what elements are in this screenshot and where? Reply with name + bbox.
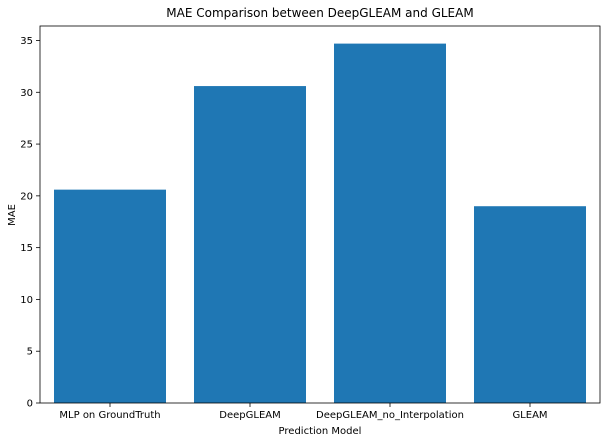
bar-0 <box>54 189 166 403</box>
x-tick-label-1: DeepGLEAM <box>219 410 280 421</box>
ticks-layer: MLP on GroundTruth DeepGLEAM DeepGLEAM_no_… <box>20 36 547 421</box>
y-tick-label-1: 5 <box>27 347 33 358</box>
bar-2 <box>334 43 446 403</box>
y-tick-label-2: 10 <box>20 295 33 306</box>
bar-3 <box>474 206 586 403</box>
x-axis-label: Prediction Model <box>279 426 362 437</box>
plot-frame <box>39 25 601 404</box>
chart-title: MAE Comparison between DeepGLEAM and GLE… <box>166 6 473 20</box>
y-tick-label-3: 15 <box>20 243 33 254</box>
y-tick-label-4: 20 <box>20 191 33 202</box>
axes-layer <box>39 25 601 404</box>
x-tick-label-3: GLEAM <box>512 410 547 421</box>
bars-layer <box>54 43 586 404</box>
y-tick-label-0: 0 <box>27 399 33 410</box>
x-tick-label-0: MLP on GroundTruth <box>59 410 160 421</box>
x-tick-label-2: DeepGLEAM_no_Interpolation <box>316 410 464 421</box>
bar-1 <box>194 86 306 404</box>
y-tick-label-7: 35 <box>20 36 33 47</box>
y-axis-label: MAE <box>7 204 18 226</box>
y-tick-label-6: 30 <box>20 88 33 99</box>
y-tick-label-5: 25 <box>20 140 33 151</box>
